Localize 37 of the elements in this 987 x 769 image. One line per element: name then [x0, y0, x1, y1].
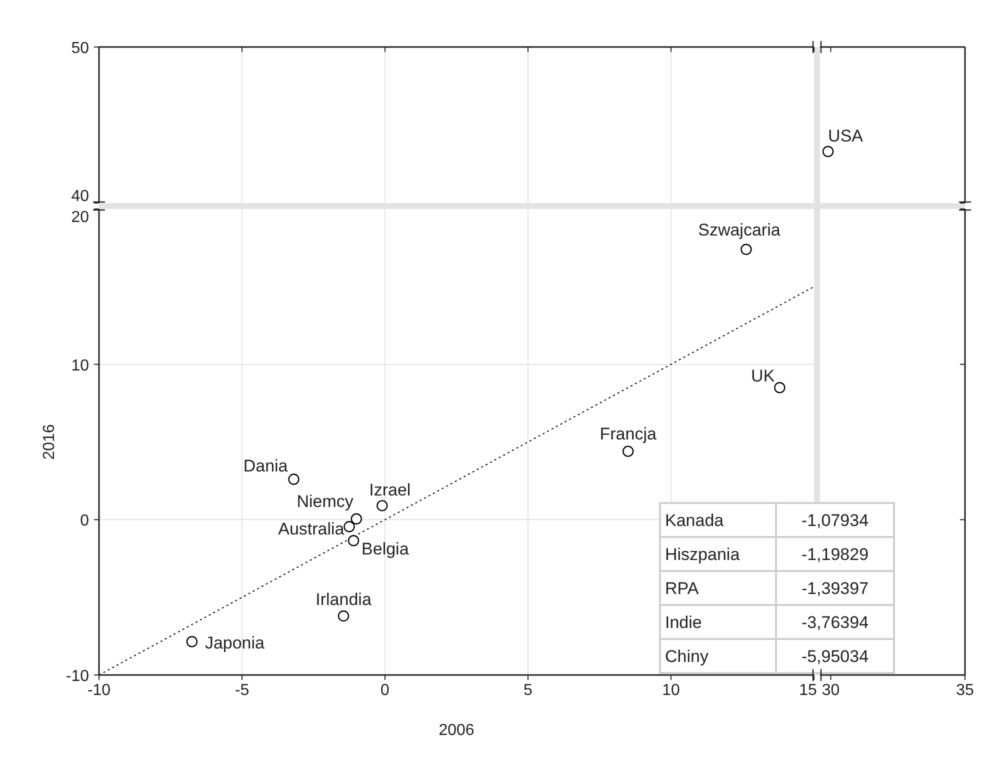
- annotation: Irlandia: [316, 590, 372, 609]
- annotation: -1,07934: [801, 511, 869, 530]
- annotation: -5,95034: [801, 647, 869, 666]
- y-tick-label: -10: [66, 668, 90, 685]
- x-tick-label: 15: [799, 682, 817, 699]
- annotation: Indie: [665, 613, 702, 632]
- y-tick-label: 10: [71, 357, 90, 374]
- y-tick-label: 0: [80, 512, 90, 530]
- annotation: Japonia: [204, 634, 266, 653]
- annotation: -1,19829: [801, 545, 869, 564]
- x-tick-label: -5: [234, 682, 250, 699]
- annotation: Francja: [600, 424, 657, 444]
- y-axis-title: 2016: [41, 424, 58, 460]
- annotation: -1,39397: [801, 579, 869, 598]
- annotation: Chiny: [665, 647, 709, 666]
- annotation: Australia: [278, 520, 345, 539]
- y-tick-label: 50: [71, 40, 90, 57]
- annotation: USA: [828, 126, 864, 146]
- y-tick-label: 40: [71, 188, 90, 205]
- x-tick-label: 5: [524, 682, 533, 699]
- annotation: Izrael: [369, 480, 411, 500]
- annotation: -3,76394: [801, 613, 869, 632]
- annotation: Hiszpania: [665, 545, 740, 564]
- annotation: Belgia: [362, 540, 410, 559]
- x-axis-title: 2006: [438, 722, 474, 739]
- annotation: UK: [751, 366, 776, 386]
- y-tick-label: 20: [71, 209, 90, 226]
- x-tick-label: 0: [380, 682, 390, 699]
- x-tick-label: -10: [87, 682, 111, 699]
- x-tick-label: 30: [822, 682, 840, 699]
- annotation: Dania: [243, 456, 288, 476]
- x-tick-label: 35: [956, 682, 974, 699]
- annotation: RPA: [665, 579, 700, 598]
- x-tick-label: 10: [662, 682, 680, 699]
- annotation: Szwajcaria: [698, 220, 781, 240]
- annotation: Niemcy: [296, 492, 354, 511]
- annotation: Kanada: [665, 511, 724, 530]
